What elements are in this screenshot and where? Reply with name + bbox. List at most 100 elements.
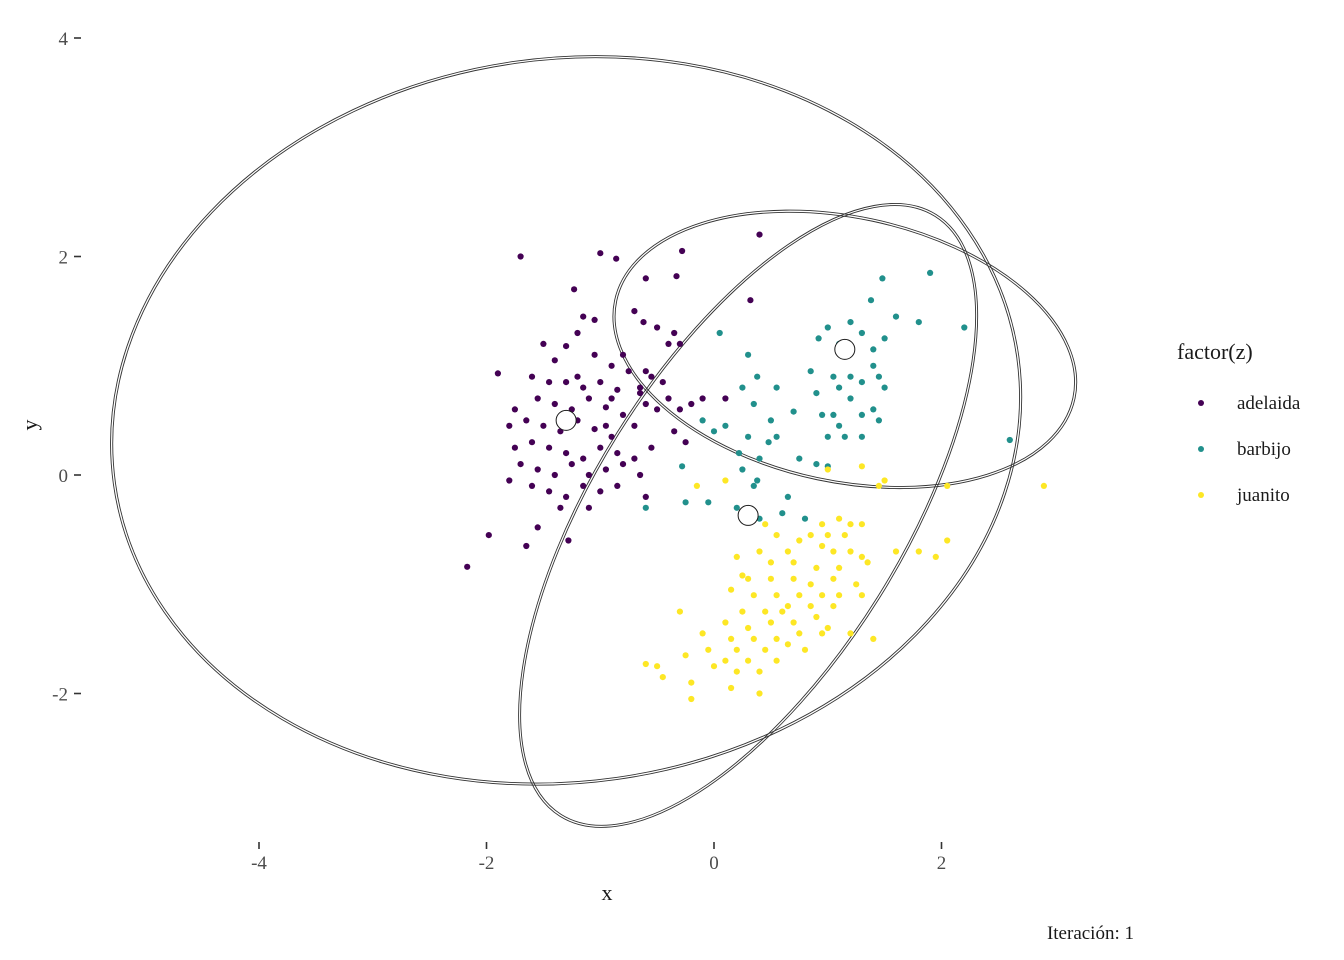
point-adelaida: [574, 373, 581, 380]
point-adelaida: [580, 313, 587, 320]
cluster-ellipse-outline: [612, 209, 1078, 490]
point-juanito: [773, 635, 780, 643]
point-barbijo: [756, 455, 763, 462]
point-juanito: [762, 521, 769, 528]
point-barbijo: [705, 499, 712, 506]
point-juanito: [824, 466, 831, 473]
point-adelaida: [637, 390, 644, 397]
point-barbijo: [784, 493, 792, 500]
legend-swatch-barbijo: [1198, 446, 1204, 452]
point-barbijo: [813, 390, 820, 397]
point-barbijo: [847, 395, 854, 402]
point-adelaida: [642, 400, 649, 408]
point-barbijo: [682, 499, 689, 506]
ellipses-layer: [110, 55, 1078, 828]
legend: factor(z) adelaida barbijo juanito: [1177, 339, 1301, 506]
point-juanito: [739, 608, 746, 615]
point-adelaida: [597, 250, 604, 257]
point-juanito: [767, 559, 775, 566]
point-adelaida: [557, 504, 564, 511]
point-adelaida: [640, 319, 647, 326]
point-adelaida: [485, 532, 492, 539]
point-juanito: [813, 564, 820, 572]
point-adelaida: [602, 466, 610, 473]
point-juanito: [807, 532, 814, 539]
legend-item-juanito: juanito: [1198, 485, 1290, 506]
x-axis: -4 -2 0 2: [251, 842, 946, 874]
point-juanito: [836, 515, 843, 522]
point-juanito: [847, 630, 854, 637]
point-juanito: [728, 586, 735, 593]
point-barbijo: [716, 329, 723, 337]
x-axis-title: x: [602, 880, 613, 905]
point-adelaida: [571, 286, 578, 293]
point-adelaida: [597, 379, 604, 386]
point-adelaida: [648, 444, 655, 451]
point-adelaida: [637, 384, 644, 391]
point-barbijo: [847, 319, 854, 326]
point-barbijo: [824, 324, 831, 331]
point-barbijo: [961, 324, 968, 331]
point-juanito: [722, 657, 729, 664]
point-juanito: [654, 663, 661, 670]
cluster-ellipse-3: [612, 209, 1078, 490]
point-adelaida: [585, 504, 593, 511]
point-juanito: [722, 477, 729, 484]
point-barbijo: [745, 433, 752, 440]
point-juanito: [875, 482, 883, 489]
point-adelaida: [540, 422, 547, 429]
point-juanito: [733, 553, 740, 561]
cluster-ellipse-outline: [614, 211, 1075, 487]
legend-title: factor(z): [1177, 339, 1253, 364]
point-barbijo: [815, 335, 822, 342]
cluster-center-2: [737, 504, 759, 526]
point-adelaida: [597, 488, 604, 495]
point-adelaida: [631, 422, 638, 429]
point-adelaida: [580, 455, 587, 462]
point-adelaida: [688, 400, 695, 408]
point-juanito: [745, 624, 752, 632]
centers-layer: [555, 338, 856, 526]
point-barbijo: [765, 439, 772, 446]
point-adelaida: [631, 455, 638, 462]
point-adelaida: [517, 461, 524, 468]
point-juanito: [779, 608, 786, 615]
point-juanito: [728, 684, 735, 692]
point-juanito: [796, 537, 803, 544]
point-barbijo: [699, 417, 706, 424]
point-barbijo: [745, 351, 752, 358]
x-tick-label: -2: [479, 853, 495, 874]
point-juanito: [676, 608, 684, 615]
point-adelaida: [676, 340, 684, 347]
point-adelaida: [511, 444, 518, 451]
point-juanito: [790, 559, 797, 566]
point-juanito: [881, 477, 888, 484]
point-juanito: [944, 482, 951, 489]
point-adelaida: [563, 343, 570, 350]
point-adelaida: [665, 395, 672, 402]
cluster-ellipse-outline: [110, 55, 1023, 786]
point-juanito: [773, 592, 780, 599]
y-tick-label: 0: [59, 466, 69, 487]
point-adelaida: [551, 471, 558, 479]
point-juanito: [836, 592, 843, 599]
point-barbijo: [1006, 436, 1013, 444]
point-juanito: [784, 641, 792, 648]
point-adelaida: [671, 329, 678, 337]
point-barbijo: [642, 504, 649, 511]
point-juanito: [807, 603, 814, 610]
caption: Iteración: 1: [1047, 923, 1134, 944]
point-juanito: [784, 548, 792, 555]
point-juanito: [762, 608, 769, 615]
legend-label-juanito: juanito: [1236, 485, 1290, 506]
point-adelaida: [565, 537, 572, 544]
series-barbijo: [642, 269, 1013, 522]
point-juanito: [688, 679, 695, 686]
point-barbijo: [858, 329, 866, 337]
point-adelaida: [676, 406, 684, 413]
point-barbijo: [858, 433, 866, 440]
point-adelaida: [546, 379, 553, 386]
legend-swatch-adelaida: [1198, 400, 1204, 406]
point-adelaida: [506, 477, 513, 484]
